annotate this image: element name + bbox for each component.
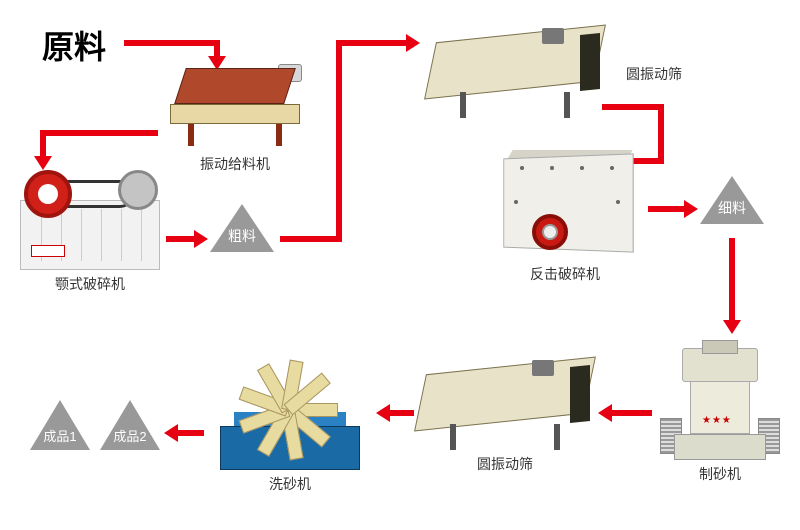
product1-shape: 成品1 <box>30 400 90 450</box>
vsi-graphic: ★★★ <box>660 340 780 460</box>
impact-graphic <box>490 150 640 260</box>
fine-pile-text: 细料 <box>712 198 752 218</box>
arrow-raw-right <box>124 40 214 46</box>
arrow-coarse-right1 <box>280 236 336 242</box>
arrow-jaw-right-head <box>194 230 208 248</box>
product2-shape: 成品2 <box>100 400 160 450</box>
arrow-vsi-left <box>612 410 652 416</box>
raw-material-title: 原料 <box>42 22 106 68</box>
arrow-coarse-up <box>336 40 342 242</box>
fine-pile-shape: 细料 <box>700 176 764 224</box>
product-2: 成品2 <box>100 400 160 450</box>
arrow-screen1-right <box>602 104 658 110</box>
jaw-crusher: 颚式破碎机 <box>20 170 160 294</box>
arrow-coarse-right-head <box>406 34 420 52</box>
product1-text: 成品1 <box>38 426 82 445</box>
impact-crusher: 反击破碎机 <box>490 150 640 284</box>
fine-material-pile: 细料 <box>700 176 764 224</box>
arrow-washer-left <box>178 430 204 436</box>
washer-graphic <box>210 360 370 470</box>
arrow-screen2-left-head <box>376 404 390 422</box>
screen2-label: 圆振动筛 <box>420 454 590 474</box>
arrow-screen1-down <box>658 104 664 158</box>
sand-making-machine: ★★★ 制砂机 <box>660 340 780 484</box>
arrow-feeder-down-head <box>34 156 52 170</box>
screen2-graphic <box>420 360 590 450</box>
jaw-label: 颚式破碎机 <box>20 274 160 294</box>
feeder-graphic <box>160 60 310 150</box>
screen1-label: 圆振动筛 <box>626 64 682 84</box>
arrow-impact-right-head <box>684 200 698 218</box>
coarse-pile-shape: 粗料 <box>210 204 274 252</box>
circular-vibrating-screen-2: 圆振动筛 <box>420 360 590 474</box>
arrow-fine-down-head <box>723 320 741 334</box>
arrow-feeder-down <box>40 130 46 158</box>
feeder-label: 振动给料机 <box>160 154 310 174</box>
arrow-washer-left-head <box>164 424 178 442</box>
product2-text: 成品2 <box>108 426 152 445</box>
vibrating-feeder: 振动给料机 <box>160 60 310 174</box>
arrow-vsi-left-head <box>598 404 612 422</box>
screen1-graphic <box>430 28 600 118</box>
arrow-jaw-right <box>166 236 194 242</box>
arrow-screen2-left <box>390 410 414 416</box>
coarse-material-pile: 粗料 <box>210 204 274 252</box>
arrow-impact-right <box>648 206 684 212</box>
arrow-fine-down <box>729 238 735 320</box>
impact-label: 反击破碎机 <box>490 264 640 284</box>
arrow-coarse-right2 <box>336 40 406 46</box>
circular-vibrating-screen-1 <box>430 28 600 118</box>
vsi-label: 制砂机 <box>660 464 780 484</box>
jaw-graphic <box>20 170 160 270</box>
product-1: 成品1 <box>30 400 90 450</box>
coarse-pile-text: 粗料 <box>222 226 262 246</box>
sand-washer: 洗砂机 <box>210 360 370 494</box>
washer-label: 洗砂机 <box>210 474 370 494</box>
arrow-feeder-left <box>40 130 158 136</box>
